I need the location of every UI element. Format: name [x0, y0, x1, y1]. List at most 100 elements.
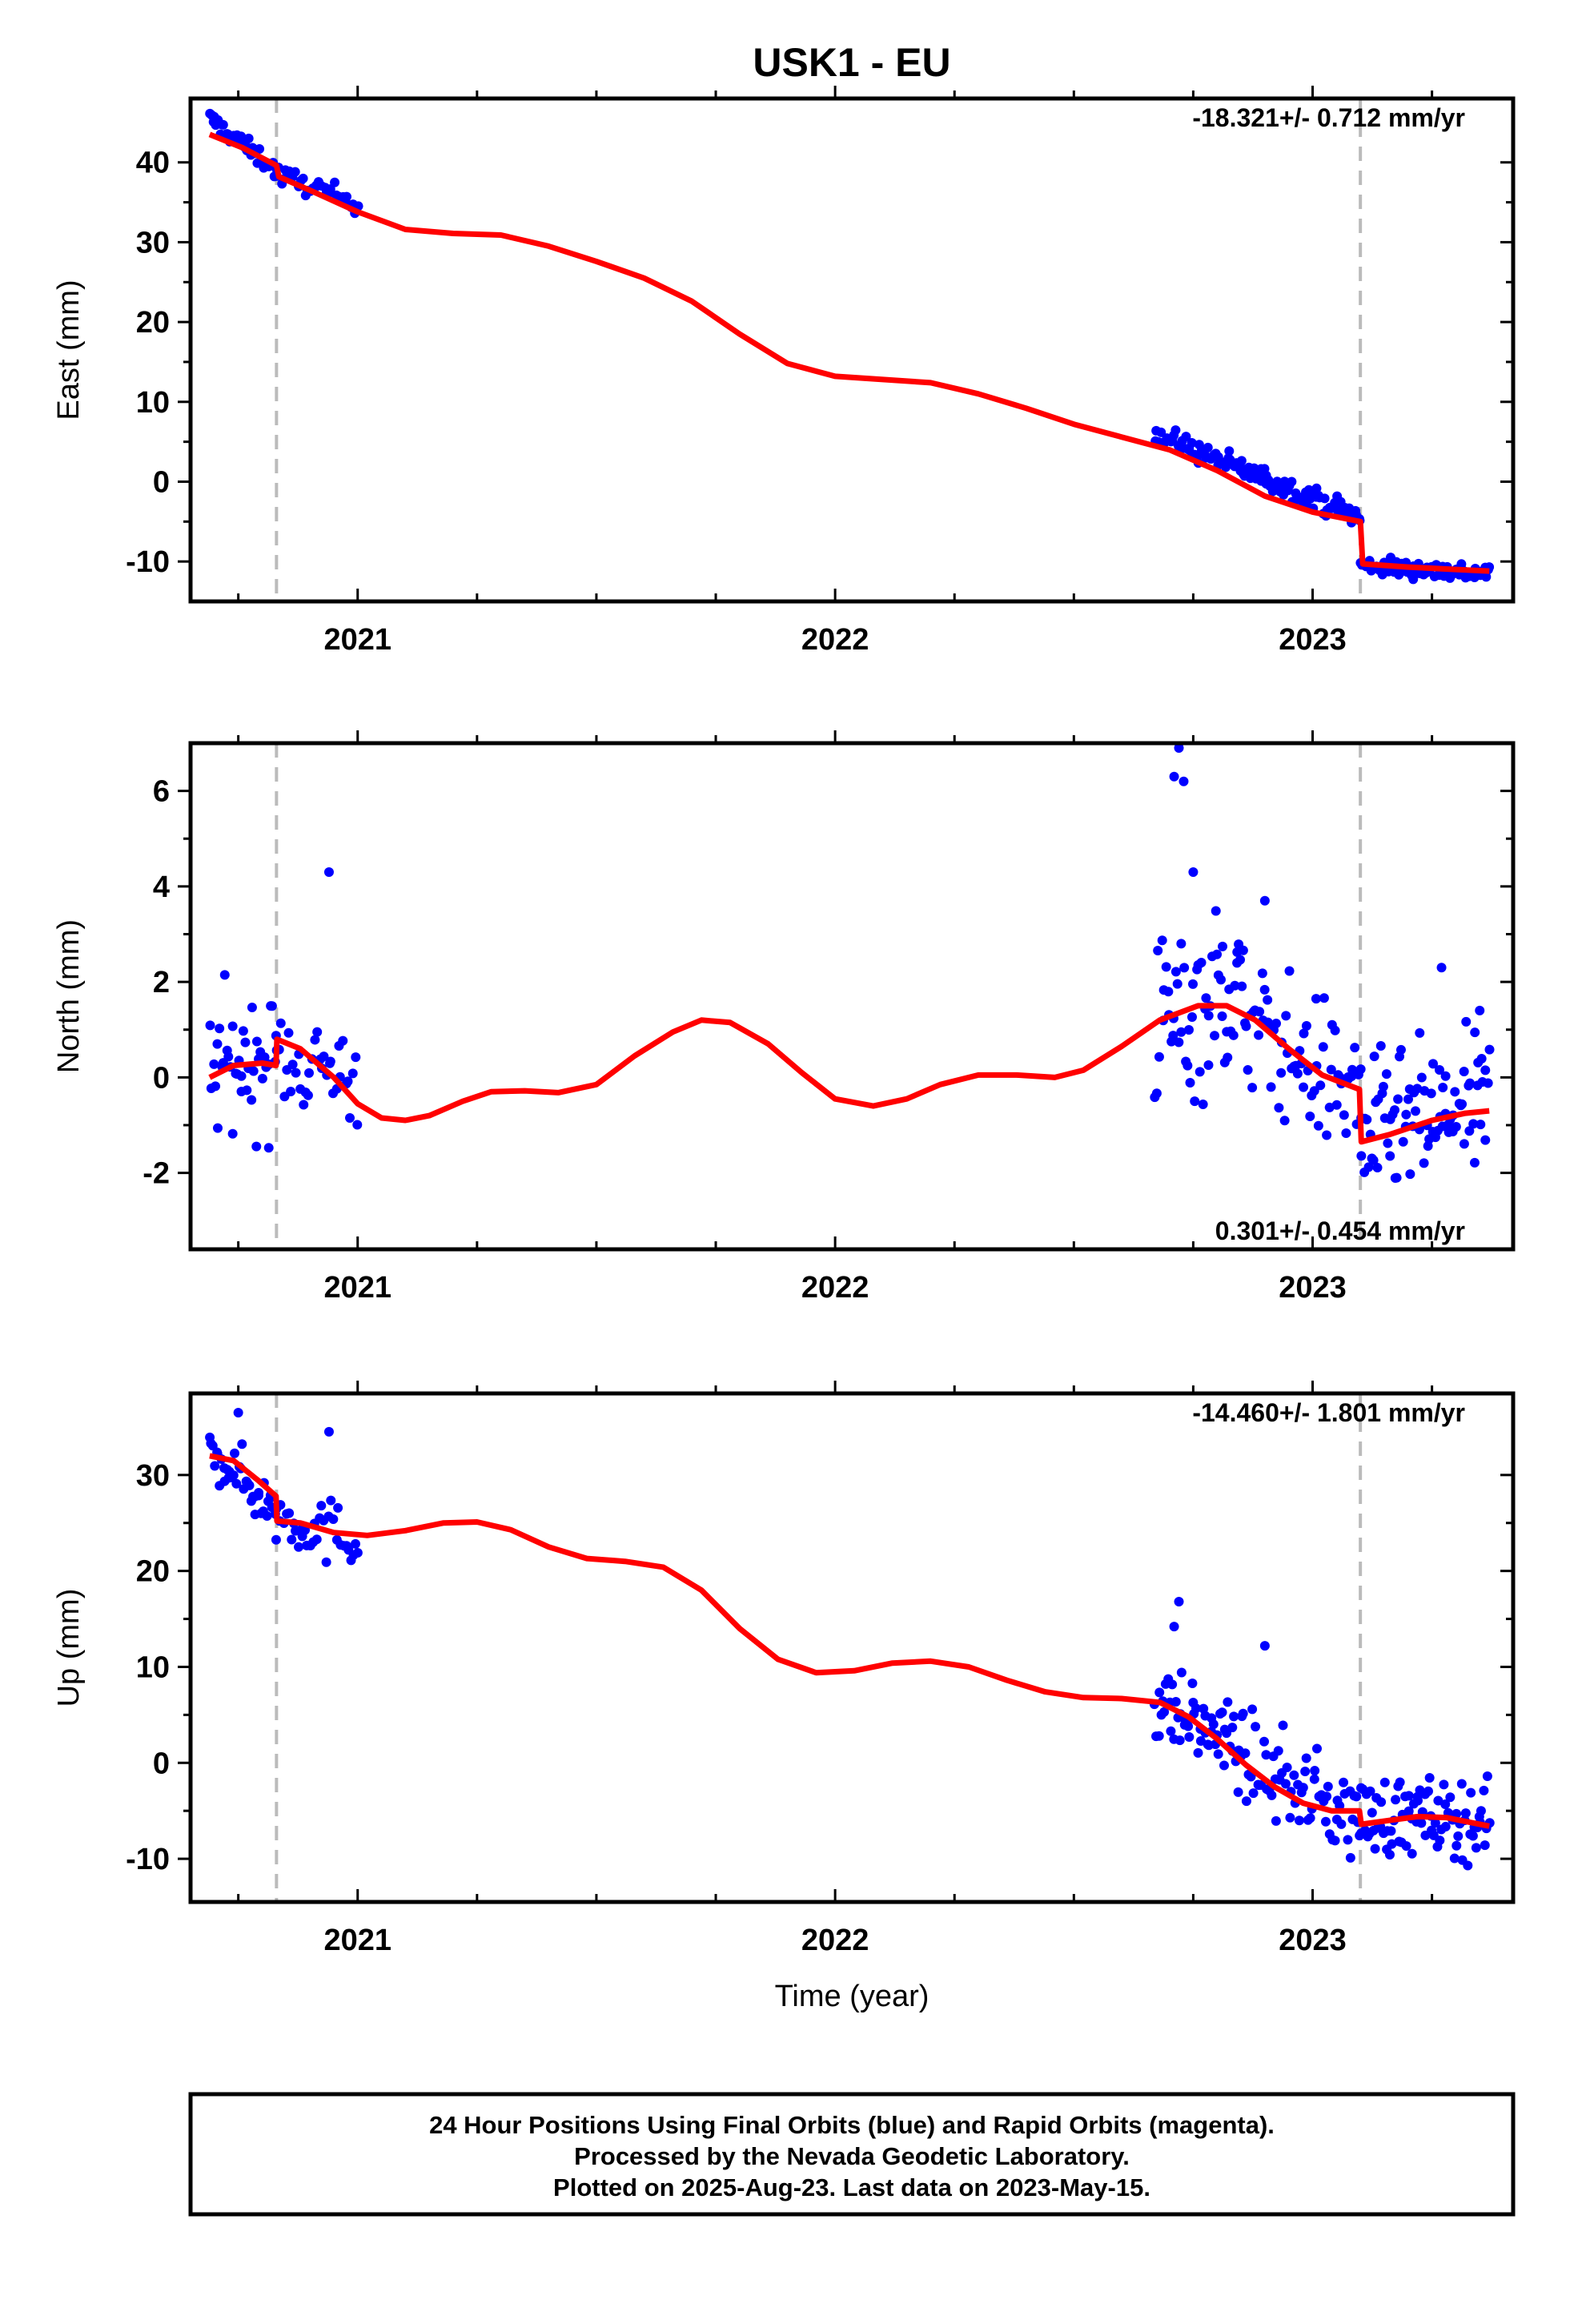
data-point	[1183, 1025, 1194, 1035]
data-point	[1343, 1835, 1353, 1845]
data-point	[1236, 456, 1247, 466]
data-point	[1424, 1772, 1435, 1783]
data-point	[1187, 1678, 1198, 1688]
data-point	[1336, 1819, 1347, 1829]
data-point	[1355, 1064, 1366, 1075]
data-point	[298, 173, 308, 183]
y-tick-label: 2	[153, 966, 170, 999]
data-point	[321, 1557, 331, 1567]
data-point	[325, 1056, 335, 1067]
data-point	[294, 1542, 304, 1552]
data-point	[344, 1112, 355, 1123]
data-point	[1450, 1087, 1460, 1097]
data-point	[287, 1059, 298, 1070]
data-point	[352, 1120, 363, 1130]
footer-line-2: Processed by the Nevada Geodetic Laborat…	[574, 2142, 1130, 2170]
y-tick-label: 6	[153, 775, 170, 809]
data-point	[1176, 939, 1186, 949]
data-point	[1435, 1835, 1445, 1846]
data-point	[1376, 1797, 1387, 1807]
data-point	[326, 1495, 336, 1506]
data-point	[323, 1426, 334, 1437]
data-point	[237, 1439, 247, 1449]
data-point	[1274, 1103, 1284, 1113]
y-tick-label: 4	[153, 870, 170, 904]
data-point	[205, 1020, 215, 1031]
data-point	[1279, 1116, 1290, 1126]
data-point	[1452, 1840, 1462, 1851]
data-point	[1324, 1102, 1335, 1112]
data-point	[1479, 1785, 1489, 1795]
data-point	[330, 177, 340, 187]
data-point	[1174, 1735, 1185, 1746]
data-point	[1198, 1099, 1208, 1109]
data-point	[1456, 1779, 1467, 1789]
data-point	[1383, 1138, 1393, 1148]
data-point	[287, 1534, 297, 1545]
east-panel: 2021 2022 2023 40 30 20 10 0 -10 East (mm) -18.321…	[52, 86, 1516, 657]
data-point	[1412, 1795, 1423, 1806]
data-point	[1247, 1083, 1258, 1093]
data-point	[1294, 1815, 1304, 1826]
data-point	[1176, 1667, 1186, 1678]
data-point	[1476, 1053, 1487, 1063]
data-point	[1178, 776, 1189, 786]
data-point	[1483, 1078, 1493, 1088]
data-point	[1315, 1080, 1326, 1091]
data-point	[1370, 1844, 1380, 1854]
data-point	[1461, 1016, 1472, 1027]
data-point	[1440, 1071, 1451, 1081]
data-point	[1460, 1808, 1471, 1819]
data-point	[1386, 1826, 1396, 1836]
data-point	[312, 1027, 323, 1037]
data-point	[1367, 1807, 1377, 1818]
data-point	[1208, 1719, 1219, 1730]
data-point	[1237, 981, 1247, 991]
data-point	[1217, 1707, 1227, 1718]
y-tick-label: 30	[136, 1459, 170, 1493]
data-point	[1243, 1065, 1253, 1076]
data-point	[1273, 1746, 1283, 1756]
data-point	[1161, 962, 1171, 972]
data-point	[1193, 1747, 1203, 1758]
data-point	[1453, 1831, 1464, 1841]
data-point	[271, 1534, 281, 1545]
data-point	[1415, 1027, 1425, 1038]
data-point	[1157, 935, 1167, 946]
data-point	[1224, 446, 1235, 456]
data-point	[1416, 1072, 1427, 1083]
data-point	[1385, 1151, 1395, 1161]
data-point	[1449, 1853, 1460, 1864]
data-point	[1412, 1084, 1423, 1094]
data-point	[1339, 1110, 1349, 1120]
data-point	[1305, 1111, 1315, 1121]
data-point	[236, 1071, 247, 1081]
data-point	[1259, 895, 1270, 906]
x-axis-label: Time (year)	[775, 1980, 930, 2013]
data-point	[1341, 1128, 1351, 1139]
data-point	[1384, 1850, 1395, 1860]
data-point	[1356, 1151, 1367, 1161]
data-point	[1241, 1796, 1251, 1807]
data-point	[1257, 968, 1267, 979]
data-point	[1266, 1082, 1276, 1092]
data-point	[291, 1068, 301, 1078]
data-point	[1457, 1099, 1468, 1109]
data-point	[1368, 1155, 1379, 1165]
data-point	[1169, 771, 1179, 782]
data-point	[1280, 1779, 1291, 1789]
data-point	[1322, 1130, 1332, 1140]
data-point	[1439, 1779, 1449, 1790]
data-point	[1170, 967, 1181, 977]
data-point	[1381, 1069, 1391, 1080]
data-point	[1213, 1749, 1223, 1759]
data-point	[1163, 987, 1174, 997]
data-point	[1428, 1059, 1439, 1069]
data-point	[1440, 1821, 1451, 1831]
data-point	[1426, 1088, 1436, 1099]
data-point	[1319, 493, 1330, 504]
data-point	[1172, 979, 1182, 989]
data-point	[1235, 955, 1246, 965]
data-point	[1170, 1697, 1181, 1707]
